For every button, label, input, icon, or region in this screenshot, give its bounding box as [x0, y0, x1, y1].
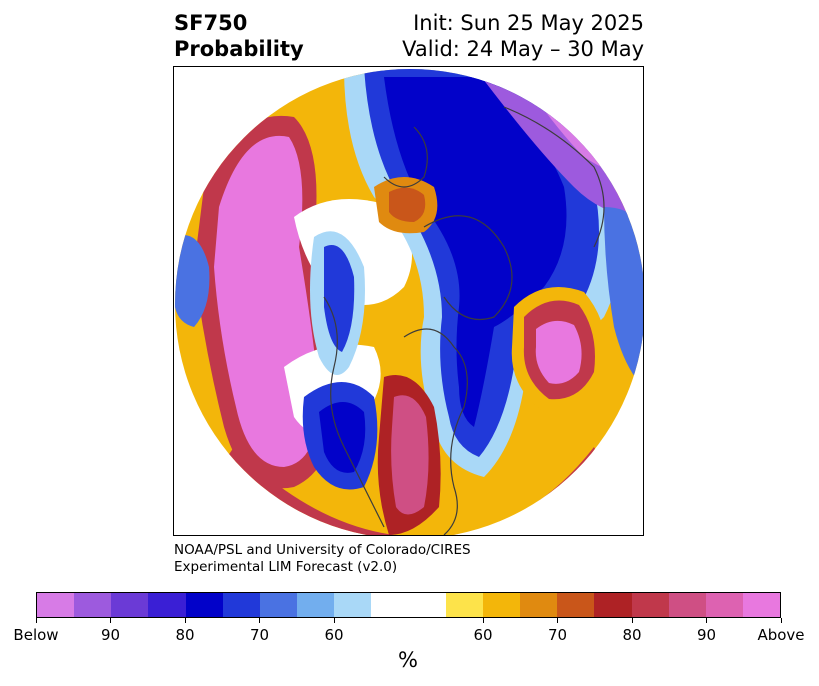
colorbar-cell — [594, 593, 632, 617]
above-peak-north — [389, 187, 426, 222]
variable-subtitle: Probability — [174, 37, 304, 61]
colorbar-cell — [259, 593, 298, 617]
colorbar-tick — [184, 618, 186, 623]
colorbar-cell — [222, 593, 260, 617]
colorbar-tick-label: 80 — [175, 626, 195, 644]
colorbar-cell — [297, 593, 335, 617]
colorbar-cell — [111, 593, 149, 617]
colorbar-tick — [780, 618, 782, 623]
colorbar-tick — [110, 618, 111, 623]
credit-line-1: NOAA/PSL and University of Colorado/CIRE… — [174, 542, 471, 558]
polar-map — [175, 69, 643, 535]
colorbar-cell — [148, 593, 186, 617]
colorbar-cell — [74, 593, 112, 617]
coastline-arctic — [423, 215, 513, 321]
colorbar-cell — [668, 593, 706, 617]
colorbar-cell — [37, 593, 75, 617]
colorbar-tick — [557, 618, 558, 623]
colorbar-tick — [706, 618, 707, 623]
colorbar-cell — [557, 593, 595, 617]
colorbar-cell — [631, 593, 669, 617]
atlantic-above-core — [535, 320, 582, 384]
colorbar-tick — [631, 618, 633, 623]
colorbar-tick-label: 60 — [473, 626, 493, 644]
below-patch-eastedge — [604, 207, 643, 387]
colorbar-tick-label: 60 — [324, 626, 344, 644]
coastline-west — [323, 296, 385, 528]
colorbar-tick — [259, 618, 260, 623]
below-peak-northwest — [319, 402, 366, 473]
colorbar — [36, 592, 781, 618]
coastline-east — [403, 328, 468, 535]
colorbar-cell — [520, 593, 558, 617]
map-panel — [173, 66, 644, 536]
colorbar-tick-label: 80 — [622, 626, 642, 644]
probability-field — [175, 69, 643, 535]
below-patch-westedge — [175, 235, 210, 327]
colorbar-tick-label: 70 — [547, 626, 568, 644]
credit-text: NOAA/PSL and University of Colorado/CIRE… — [174, 542, 471, 576]
above-peak-us — [391, 395, 429, 515]
colorbar-cell — [185, 593, 223, 617]
colorbar-cell — [482, 593, 521, 617]
variable-name: SF750 — [174, 11, 248, 35]
colorbar-tick-label: 90 — [100, 626, 121, 644]
below-core-east — [384, 77, 567, 427]
colorbar-cell — [408, 593, 446, 617]
colorbar-cell — [705, 593, 743, 617]
colorbar-tick — [35, 618, 37, 623]
colorbar-cell — [742, 593, 781, 617]
colorbar-tick — [333, 618, 335, 623]
colorbar-tick-label: Above — [757, 626, 805, 644]
coastline-islands — [383, 126, 428, 188]
colorbar-cell — [334, 593, 372, 617]
colorbar-tick-label: Below — [13, 626, 59, 644]
credit-line-2: Experimental LIM Forecast (v2.0) — [174, 559, 398, 575]
coastlines — [323, 106, 605, 535]
init-date: Init: Sun 25 May 2025 — [413, 11, 644, 35]
colorbar-tick — [482, 618, 484, 623]
valid-range: Valid: 24 May – 30 May — [402, 37, 644, 61]
colorbar-tick-label: 70 — [249, 626, 270, 644]
colorbar-unit: % — [398, 648, 418, 672]
forecast-dates: Init: Sun 25 May 2025 Valid: 24 May – 30… — [402, 10, 644, 62]
colorbar-tick-label: 90 — [696, 626, 717, 644]
coastline-eurasia — [503, 106, 605, 248]
below-core-west — [324, 245, 355, 352]
map-title: SF750 Probability — [174, 10, 304, 62]
colorbar-cell — [445, 593, 483, 617]
colorbar-cell — [371, 593, 409, 617]
